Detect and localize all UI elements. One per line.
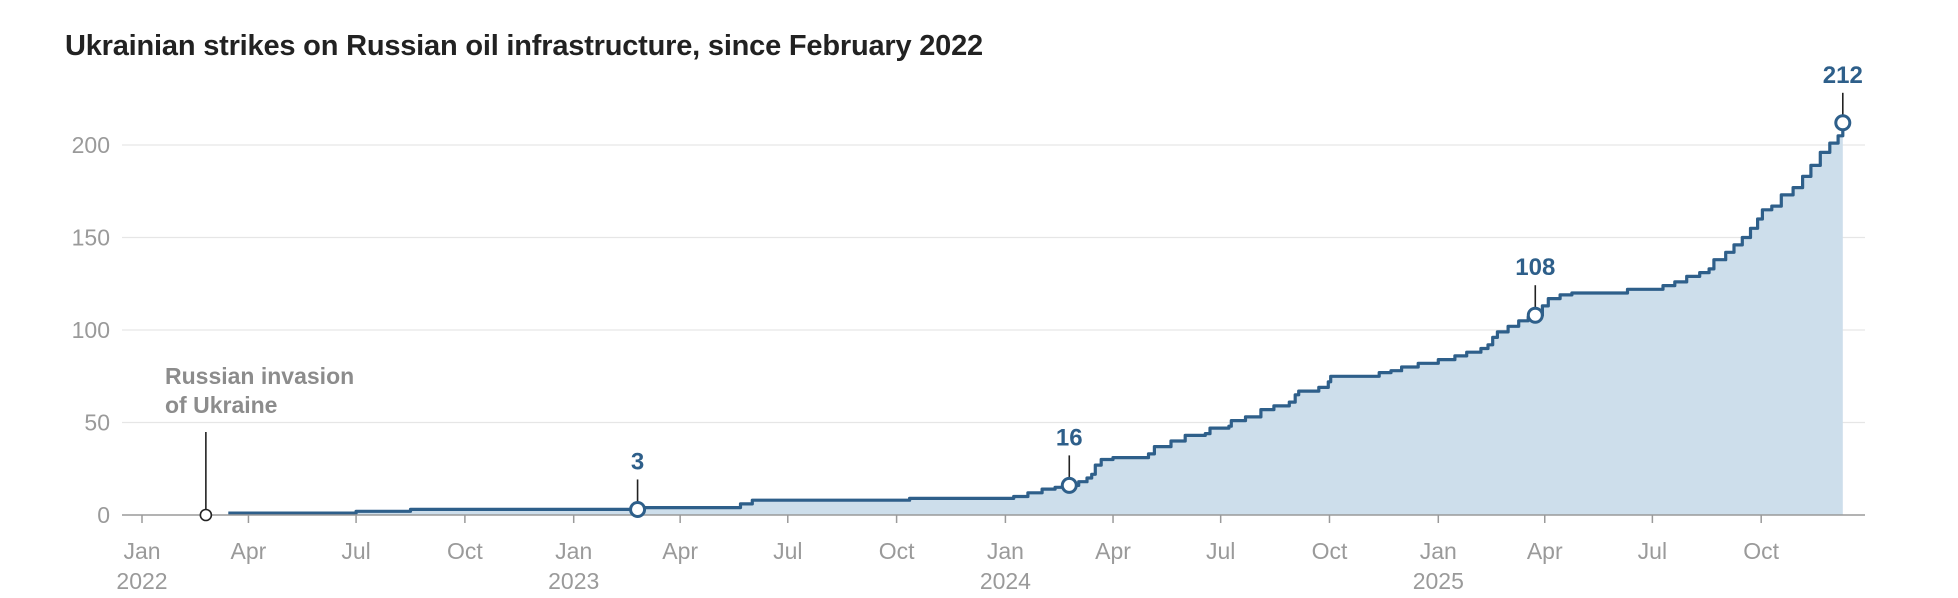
annotation-marker (199, 508, 213, 522)
highlight-point (1060, 476, 1078, 494)
chart-title: Ukrainian strikes on Russian oil infrast… (65, 30, 983, 62)
callout-label: 16 (1056, 424, 1083, 451)
y-tick-label: 150 (72, 225, 110, 251)
y-tick-label: 50 (84, 410, 110, 436)
x-tick-label: Jul (773, 538, 802, 564)
invasion-annotation: Russian invasion of Ukraine (165, 363, 354, 522)
x-tick-label: Apr (662, 538, 698, 564)
x-tick-year-label: 2025 (1413, 568, 1464, 594)
x-tick-label: Apr (231, 538, 267, 564)
x-tick-year-label: 2022 (116, 568, 167, 594)
y-axis-ticks: 0 50 100 150 200 (72, 132, 110, 528)
x-tick-label: Oct (1743, 538, 1779, 564)
annotation-line-1: Russian invasion (165, 363, 354, 389)
highlight-points: 3 16 108 212 (629, 62, 1863, 518)
x-tick-label: Jul (341, 538, 370, 564)
y-tick-label: 0 (97, 502, 110, 528)
x-tick-label: Oct (447, 538, 483, 564)
highlight-point (1526, 306, 1544, 324)
y-tick-label: 200 (72, 132, 110, 158)
x-tick-year-label: 2024 (980, 568, 1031, 594)
x-tick-label: Jul (1206, 538, 1235, 564)
series-area (228, 122, 1843, 516)
highlight-point (629, 500, 647, 518)
x-tick-label: Apr (1527, 538, 1563, 564)
x-tick-label: Jan (1420, 538, 1457, 564)
x-tick-label: Apr (1095, 538, 1131, 564)
y-tick-label: 100 (72, 317, 110, 343)
callout-label: 3 (631, 448, 644, 475)
area-layer (228, 122, 1845, 516)
x-axis-ticks: Jan 2022 Apr Jul Oct Jan 2023 Apr Jul Oct Jan 2024 A… (116, 515, 1780, 594)
x-tick-label: Oct (879, 538, 915, 564)
x-tick-label: Oct (1312, 538, 1348, 564)
series-line (228, 122, 1845, 515)
x-tick-label: Jan (123, 538, 160, 564)
callout-label: 108 (1515, 254, 1555, 281)
x-tick-label: Jan (555, 538, 592, 564)
x-tick-label: Jul (1638, 538, 1667, 564)
callout-label: 212 (1823, 62, 1863, 89)
highlight-point (1834, 114, 1852, 132)
x-tick-label: Jan (987, 538, 1024, 564)
annotation-line-2: of Ukraine (165, 392, 277, 418)
x-tick-year-label: 2023 (548, 568, 599, 594)
